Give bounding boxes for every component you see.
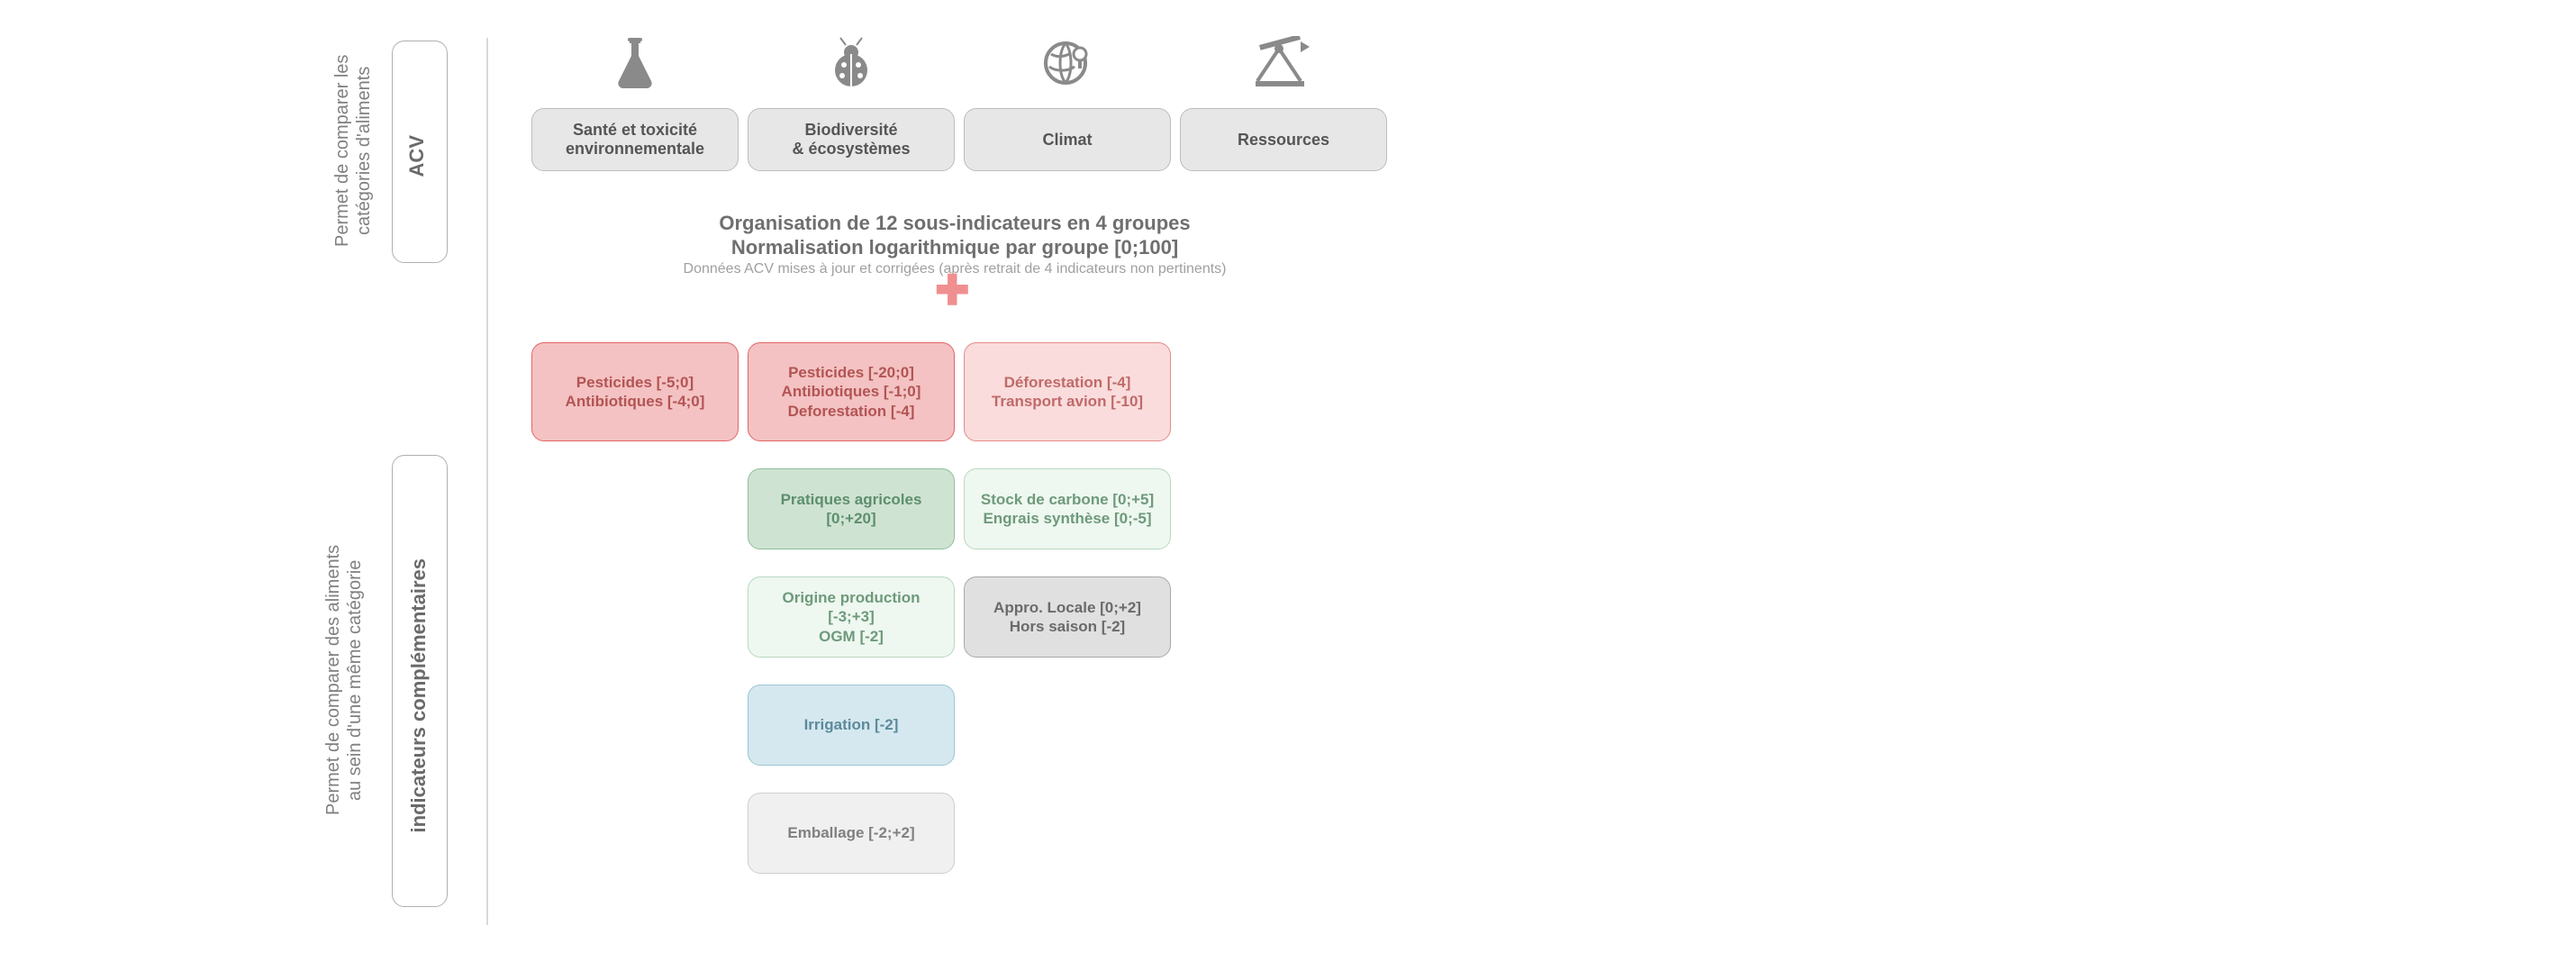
category-box-2: Climat — [964, 108, 1171, 171]
category-icon-oilpump — [1180, 36, 1387, 90]
category-icon-globe — [964, 36, 1171, 90]
side-label-2: Permet de comparer des aliments au sein … — [322, 455, 366, 905]
category-box-3: Ressources — [1180, 108, 1387, 171]
diagram-stage: Permet de comparer les catégories d'alim… — [0, 0, 2576, 971]
indicator-box-6: Appro. Locale [0;+2] Hors saison [-2] — [964, 576, 1171, 658]
side-label-1: Permet de comparer les catégories d'alim… — [331, 41, 375, 261]
category-box-1: Biodiversité & écosystèmes — [748, 108, 955, 171]
indicator-box-0: Pesticides [-5;0] Antibiotiques [-4;0] — [531, 342, 739, 441]
category-icon-flask — [531, 36, 739, 90]
indicator-box-1: Pesticides [-20;0] Antibiotiques [-1;0] … — [748, 342, 955, 441]
mid-title-1: Organisation de 12 sous-indicateurs en 4… — [612, 212, 1297, 235]
indicator-box-8: Emballage [-2;+2] — [748, 793, 955, 874]
side-pill-indicateurs-label: indicateurs complémentaires — [407, 558, 431, 832]
side-pill-acv-label: ACV — [405, 135, 429, 177]
indicator-box-4: Stock de carbone [0;+5] Engrais synthèse… — [964, 468, 1171, 549]
indicator-box-5: Origine production [-3;+3] OGM [-2] — [748, 576, 955, 658]
indicator-box-7: Irrigation [-2] — [748, 685, 955, 766]
category-box-0: Santé et toxicité environnementale — [531, 108, 739, 171]
mid-title-2: Normalisation logarithmique par groupe [… — [612, 236, 1297, 259]
indicator-box-2: Déforestation [-4] Transport avion [-10] — [964, 342, 1171, 441]
indicator-box-3: Pratiques agricoles [0;+20] — [748, 468, 955, 549]
vertical-separator — [486, 38, 488, 925]
category-icon-ladybug — [748, 36, 955, 90]
plus-icon: ✚ — [935, 266, 970, 314]
